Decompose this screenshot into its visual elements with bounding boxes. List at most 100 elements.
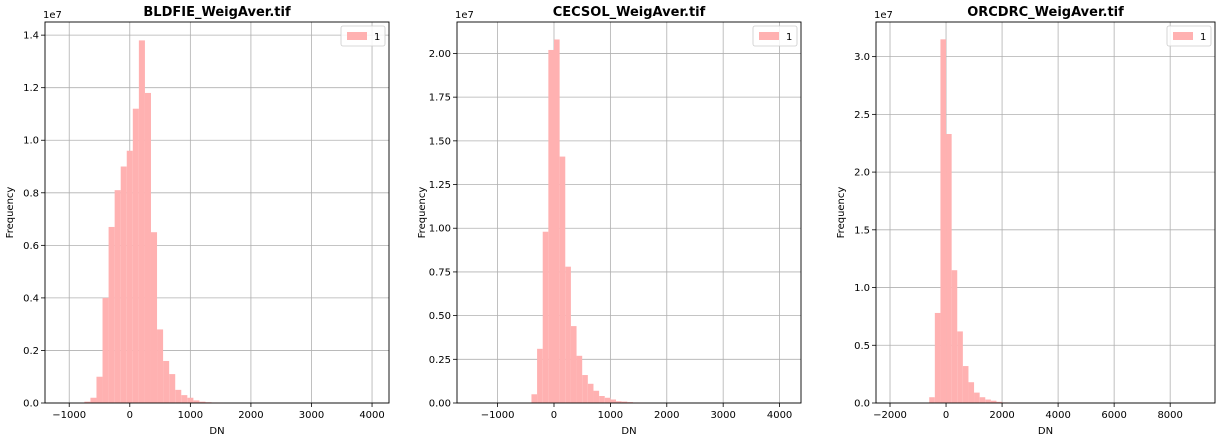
chart-panel: −1000 0 1000 2000 3000 4000 0.00 0.25 0.50 0.75 1.… bbox=[417, 5, 802, 437]
y-tick-label: 1.2 bbox=[23, 83, 39, 94]
histogram-bar bbox=[531, 394, 538, 403]
histogram-bar bbox=[990, 400, 997, 403]
x-tick-label: 0 bbox=[551, 410, 557, 421]
histogram-bar bbox=[559, 156, 566, 403]
histogram-bar bbox=[616, 401, 622, 403]
x-axis-label: DN bbox=[209, 426, 224, 437]
histogram-bar bbox=[587, 383, 594, 403]
legend-label: 1 bbox=[786, 32, 792, 43]
histogram-bar bbox=[934, 312, 941, 403]
histogram-bar bbox=[138, 40, 145, 404]
histogram-bar bbox=[599, 396, 605, 403]
histogram-bar bbox=[962, 366, 969, 403]
histogram-bar bbox=[157, 329, 164, 403]
x-tick-label: 3000 bbox=[710, 410, 735, 421]
histogram-bar bbox=[553, 39, 560, 404]
y-tick-label: 0.00 bbox=[429, 399, 451, 410]
x-tick-label: 1000 bbox=[178, 410, 203, 421]
histogram-bar bbox=[610, 399, 617, 403]
legend-label: 1 bbox=[374, 32, 380, 43]
y-exponent-label: 1e7 bbox=[874, 10, 893, 21]
y-tick-label: 1.75 bbox=[429, 93, 451, 104]
y-tick-label: 0.6 bbox=[23, 241, 39, 252]
plot-area bbox=[45, 22, 389, 403]
y-tick-label: 0.0 bbox=[23, 399, 39, 410]
legend-swatch bbox=[759, 32, 779, 40]
plot-area bbox=[876, 22, 1215, 403]
y-axis-label: Frequency bbox=[5, 187, 16, 239]
histogram-bar bbox=[929, 397, 935, 403]
x-tick-label: 0 bbox=[943, 410, 949, 421]
histogram-bar bbox=[132, 108, 139, 404]
y-exponent-label: 1e7 bbox=[455, 10, 474, 21]
x-tick-label: 4000 bbox=[1045, 410, 1070, 421]
y-tick-label: 1.00 bbox=[429, 224, 451, 235]
histogram-bar bbox=[181, 395, 188, 403]
histogram-bar bbox=[542, 231, 549, 403]
histogram-bar bbox=[96, 376, 103, 403]
x-tick-label: 6000 bbox=[1101, 410, 1126, 421]
x-tick-label: 4000 bbox=[359, 410, 384, 421]
x-tick-label: −2000 bbox=[873, 410, 907, 421]
histogram-bar bbox=[985, 399, 991, 403]
y-tick-label: 1.50 bbox=[429, 136, 451, 147]
y-tick-label: 2.00 bbox=[429, 49, 451, 60]
histogram-bar bbox=[150, 232, 158, 403]
chart-title: BLDFIE_WeigAver.tif bbox=[143, 5, 291, 20]
histogram-bar bbox=[126, 150, 133, 403]
x-axis-label: DN bbox=[1038, 426, 1053, 437]
y-tick-label: 0.50 bbox=[429, 311, 451, 322]
y-tick-label: 0.0 bbox=[854, 399, 870, 410]
histogram-bar bbox=[621, 401, 628, 403]
legend: 1 bbox=[752, 25, 798, 47]
y-tick-label: 2.5 bbox=[854, 110, 870, 121]
histogram-bar bbox=[996, 401, 1003, 403]
histogram-bar bbox=[193, 400, 200, 403]
y-tick-label: 1.4 bbox=[23, 31, 39, 42]
x-tick-label: 2000 bbox=[654, 410, 679, 421]
y-tick-label: 1.0 bbox=[23, 136, 39, 147]
x-tick-label: 1000 bbox=[598, 410, 623, 421]
histogram-bar bbox=[576, 355, 583, 403]
plot-area bbox=[457, 22, 801, 403]
histogram-bar bbox=[570, 326, 577, 403]
chart-panel: −1000 0 1000 2000 3000 4000 0.0 0.2 0.4 0.6 0.8 1.0… bbox=[5, 5, 390, 437]
histogram-bar bbox=[187, 397, 194, 403]
chart-title: ORCDRC_WeigAver.tif bbox=[967, 5, 1124, 20]
histogram-bar bbox=[582, 375, 588, 403]
chart-title: CECSOL_WeigAver.tif bbox=[553, 5, 706, 20]
x-tick-label: 2000 bbox=[989, 410, 1014, 421]
x-tick-label: 2000 bbox=[238, 410, 263, 421]
x-tick-label: −1000 bbox=[52, 410, 86, 421]
histogram-bar bbox=[974, 392, 980, 403]
legend-swatch bbox=[1173, 32, 1193, 40]
x-tick-label: 0 bbox=[127, 410, 133, 421]
histogram-bar bbox=[84, 401, 91, 403]
histogram-bar bbox=[565, 266, 571, 403]
legend-label: 1 bbox=[1200, 32, 1206, 43]
axes-frame bbox=[44, 21, 390, 404]
y-tick-label: 1.0 bbox=[854, 283, 870, 294]
histogram-bar bbox=[120, 166, 127, 403]
legend: 1 bbox=[1166, 25, 1212, 47]
histogram-bar bbox=[604, 397, 611, 403]
y-axis-label: Frequency bbox=[417, 187, 428, 239]
chart-panel: −2000 0 2000 4000 6000 8000 0.0 0.5 1.0 1.5 2.0 2.5… bbox=[836, 5, 1216, 437]
histogram-bar bbox=[537, 348, 543, 403]
histogram-bar bbox=[114, 190, 121, 403]
y-tick-label: 0.75 bbox=[429, 267, 451, 278]
histogram-bar bbox=[108, 226, 115, 403]
histogram-bar bbox=[163, 360, 170, 403]
y-axis-label: Frequency bbox=[836, 187, 847, 239]
y-tick-label: 3.0 bbox=[854, 52, 870, 63]
histogram-bar bbox=[90, 397, 97, 403]
y-tick-label: 0.8 bbox=[23, 188, 39, 199]
y-tick-label: 1.5 bbox=[854, 225, 870, 236]
histogram-bar bbox=[199, 401, 206, 403]
histogram-bar bbox=[593, 390, 600, 403]
histogram-bar bbox=[169, 374, 176, 403]
x-tick-label: 3000 bbox=[299, 410, 324, 421]
histogram-bar bbox=[548, 49, 554, 403]
axes-frame bbox=[875, 21, 1216, 404]
x-tick-label: 8000 bbox=[1157, 410, 1182, 421]
